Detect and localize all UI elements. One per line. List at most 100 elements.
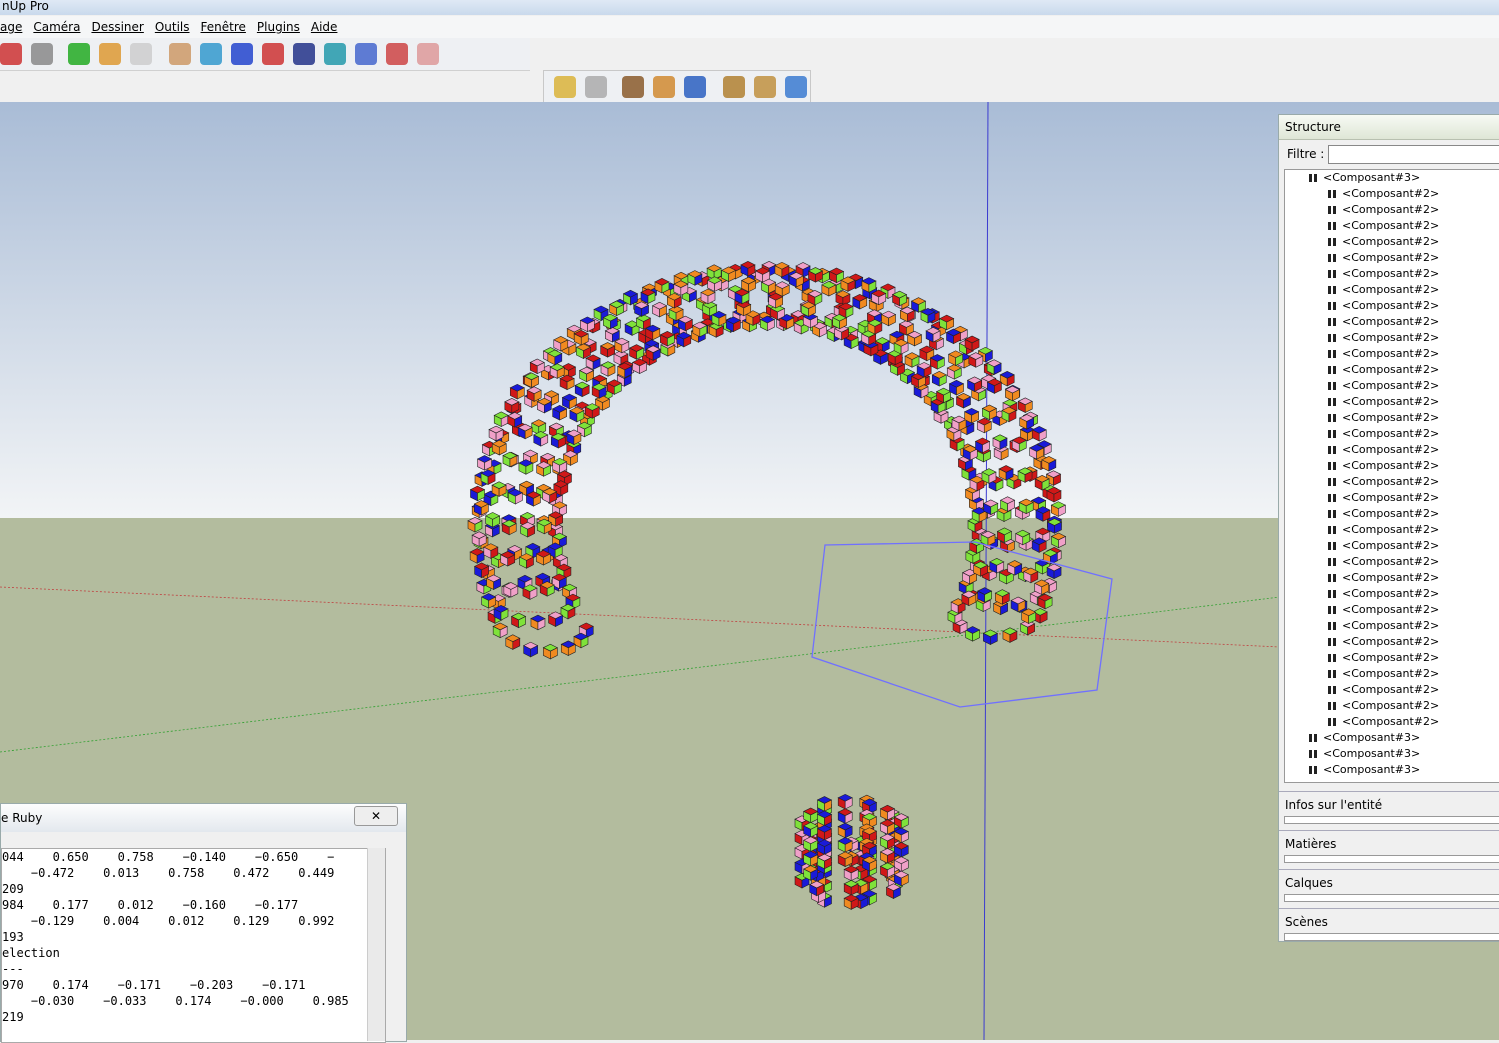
tree-node[interactable]: <Composant#3> (1309, 730, 1420, 746)
tool-button[interactable] (262, 43, 284, 65)
tree-node[interactable]: <Composant#2> (1328, 602, 1439, 618)
tool-button[interactable] (68, 43, 90, 65)
tool-button[interactable] (169, 43, 191, 65)
tree-node[interactable]: <Composant#2> (1328, 378, 1439, 394)
tree-node[interactable]: <Composant#2> (1328, 266, 1439, 282)
tool-button[interactable] (386, 43, 408, 65)
cube-face (544, 401, 552, 414)
cube-face (824, 828, 832, 841)
cube-face (1002, 592, 1010, 605)
tool-button[interactable] (653, 76, 675, 98)
tool-button[interactable] (585, 76, 607, 98)
cube-face (1053, 473, 1061, 486)
menu-item[interactable]: Aide (310, 20, 338, 34)
tool-button[interactable] (622, 76, 644, 98)
menu-item[interactable]: age (0, 20, 23, 34)
filter-input[interactable] (1328, 145, 1499, 164)
tree-node[interactable]: <Composant#3> (1309, 170, 1420, 186)
tree-node[interactable]: <Composant#2> (1328, 330, 1439, 346)
tray-panel[interactable]: Infos sur l'entité (1279, 791, 1499, 830)
tree-node[interactable]: <Composant#2> (1328, 506, 1439, 522)
cube-face (887, 851, 895, 864)
tool-button[interactable] (355, 43, 377, 65)
cube-face (714, 279, 722, 292)
tree-node[interactable]: <Composant#2> (1328, 314, 1439, 330)
tray-panel[interactable]: Calques (1279, 869, 1499, 908)
tool-button[interactable] (417, 43, 439, 65)
tool-button[interactable] (99, 43, 121, 65)
cube-face (775, 296, 783, 309)
tree-node[interactable]: <Composant#2> (1328, 202, 1439, 218)
cube-face (508, 523, 517, 536)
cube-face (880, 352, 888, 365)
tree-node[interactable]: <Composant#2> (1328, 538, 1439, 554)
tree-node[interactable]: <Composant#2> (1328, 410, 1439, 426)
tree-node[interactable]: <Composant#2> (1328, 634, 1439, 650)
cube-face (592, 357, 601, 371)
tool-button[interactable] (324, 43, 346, 65)
tree-node[interactable]: <Composant#2> (1328, 298, 1439, 314)
menu-item[interactable]: Plugins (256, 20, 300, 34)
tree-node[interactable]: <Composant#2> (1328, 458, 1439, 474)
tool-button[interactable] (231, 43, 253, 65)
tool-button[interactable] (684, 76, 706, 98)
tool-button[interactable] (200, 43, 222, 65)
tool-button[interactable] (554, 76, 576, 98)
console-line: 209 (2, 882, 24, 896)
tree-node[interactable]: <Composant#2> (1328, 186, 1439, 202)
cube-face (533, 494, 541, 507)
menu-item[interactable]: Dessiner (91, 20, 144, 34)
tool-button[interactable] (785, 76, 807, 98)
tray-panel[interactable]: Matières (1279, 830, 1499, 869)
tree-node[interactable]: <Composant#2> (1328, 218, 1439, 234)
tree-node[interactable]: <Composant#2> (1328, 282, 1439, 298)
tree-node[interactable]: <Composant#2> (1328, 586, 1439, 602)
tree-node[interactable]: <Composant#2> (1328, 490, 1439, 506)
tree-node[interactable]: <Composant#2> (1328, 234, 1439, 250)
tree-label: <Composant#2> (1342, 267, 1440, 280)
tree-node[interactable]: <Composant#2> (1328, 554, 1439, 570)
tree-node[interactable]: <Composant#2> (1328, 698, 1439, 714)
cube-face (777, 307, 785, 321)
cube-face (510, 585, 519, 598)
tree-node[interactable]: <Composant#3> (1309, 762, 1420, 778)
tree-node[interactable]: <Composant#2> (1328, 442, 1439, 458)
tree-node[interactable]: <Composant#2> (1328, 522, 1439, 538)
tree-node[interactable]: <Composant#2> (1328, 618, 1439, 634)
cube-face (900, 830, 909, 844)
tree-node[interactable]: <Composant#2> (1328, 474, 1439, 490)
tree-node[interactable]: <Composant#2> (1328, 570, 1439, 586)
tree-node[interactable]: <Composant#2> (1328, 650, 1439, 666)
menu-item[interactable]: Outils (154, 20, 190, 34)
cube-face (1007, 499, 1015, 512)
model[interactable] (467, 260, 1067, 910)
menu-item[interactable]: Caméra (33, 20, 81, 34)
tree-node[interactable]: <Composant#2> (1328, 394, 1439, 410)
tray-panel[interactable]: Scènes (1279, 908, 1499, 947)
tree-node[interactable]: <Composant#2> (1328, 666, 1439, 682)
menu-item[interactable]: Fenêtre (200, 20, 246, 34)
tree-node[interactable]: <Composant#2> (1328, 250, 1439, 266)
cube-face (488, 596, 496, 609)
cube-face (1043, 443, 1052, 456)
tool-button[interactable] (130, 43, 152, 65)
cube-face (810, 868, 819, 881)
tool-button[interactable] (293, 43, 315, 65)
tree-node[interactable]: <Composant#3> (1309, 746, 1420, 762)
tool-button[interactable] (31, 43, 53, 65)
tree-node[interactable]: <Composant#2> (1328, 362, 1439, 378)
cube-face (636, 347, 644, 360)
tree-node[interactable]: <Composant#2> (1328, 426, 1439, 442)
scrollbar[interactable] (367, 848, 385, 1041)
tool-button[interactable] (754, 76, 776, 98)
tree-node[interactable]: <Composant#2> (1328, 714, 1439, 730)
tool-button[interactable] (0, 43, 22, 65)
tree-node[interactable]: <Composant#2> (1328, 682, 1439, 698)
viewport[interactable] (0, 102, 1499, 1040)
close-button[interactable]: ✕ (354, 806, 398, 826)
tool-button[interactable] (723, 76, 745, 98)
panel-body (1284, 894, 1499, 902)
cube-face (1038, 540, 1047, 553)
tree-node[interactable]: <Composant#2> (1328, 346, 1439, 362)
cube-face (602, 398, 610, 411)
